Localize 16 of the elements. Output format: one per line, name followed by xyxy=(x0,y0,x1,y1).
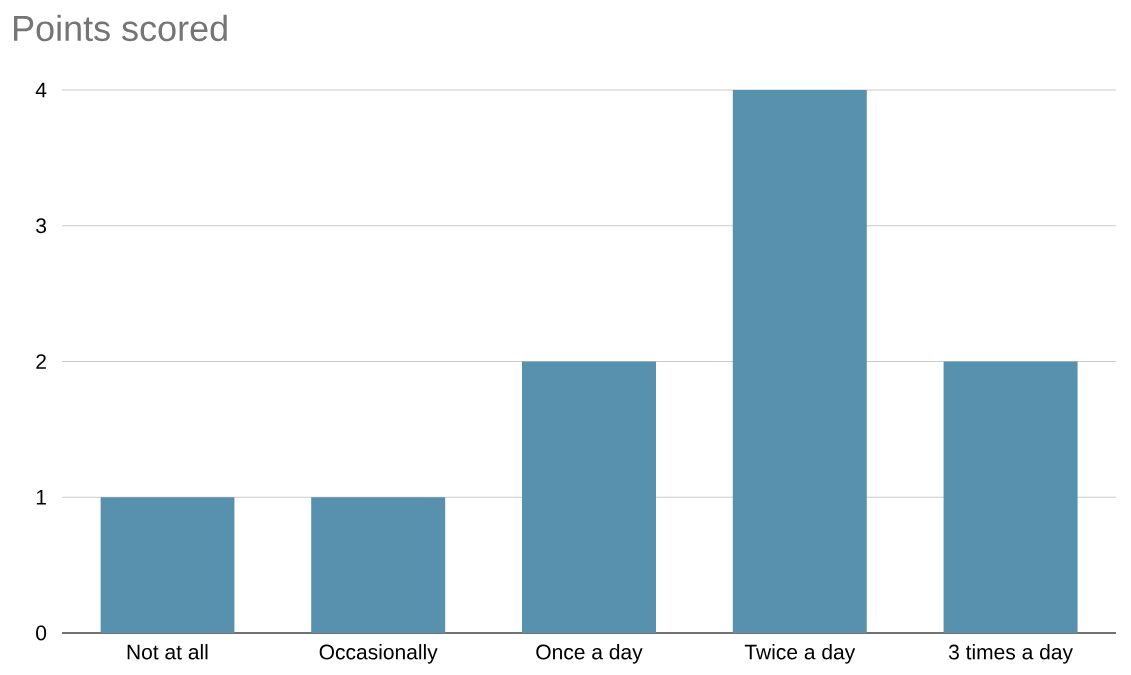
bar xyxy=(311,497,446,633)
bar xyxy=(943,361,1078,633)
x-tick-label: Once a day xyxy=(536,644,643,664)
x-tick-label: Occasionally xyxy=(319,644,438,664)
y-tick-label: 0 xyxy=(36,625,47,641)
bar xyxy=(522,361,656,633)
bar xyxy=(732,90,867,633)
x-tick-label: 3 times a day xyxy=(948,644,1073,664)
y-tick-label: 3 xyxy=(36,218,47,234)
x-tick-label: Not at all xyxy=(127,644,208,660)
y-tick-label: 2 xyxy=(36,354,46,369)
y-tick-label: 1 xyxy=(36,490,46,505)
chart-title: Points scored xyxy=(14,14,227,42)
x-tick-label: Twice a day xyxy=(744,644,856,664)
bar xyxy=(100,497,235,633)
y-tick-label: 4 xyxy=(35,82,47,98)
